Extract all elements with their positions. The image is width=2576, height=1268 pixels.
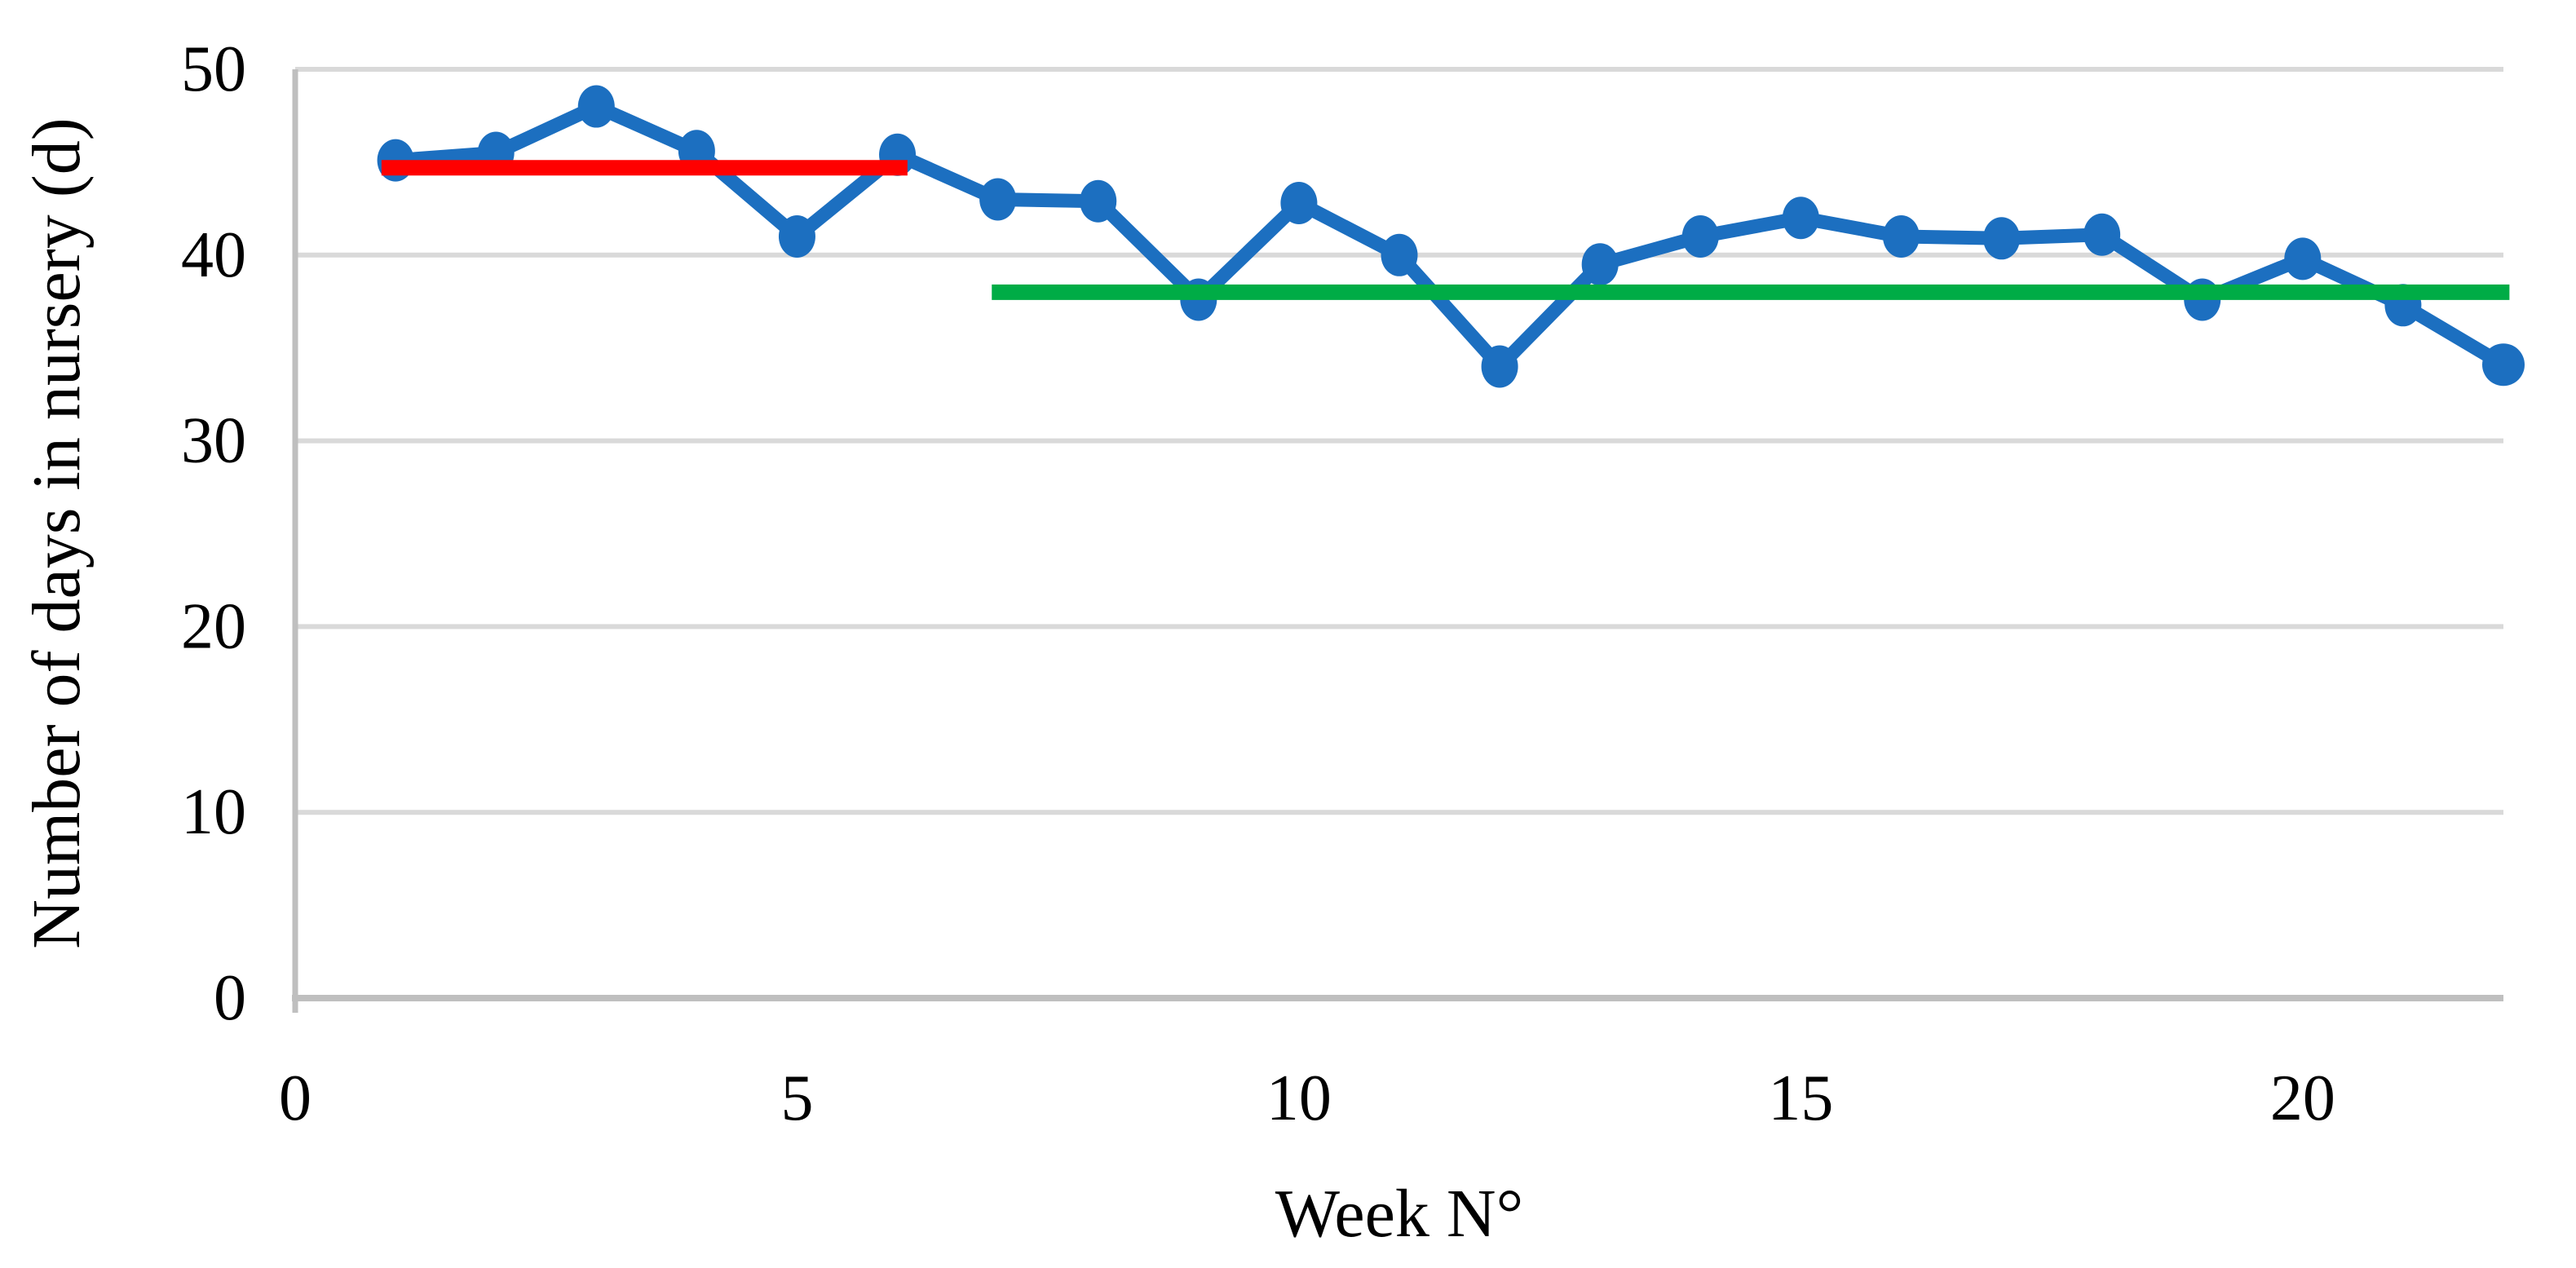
reference-layer — [381, 160, 2510, 300]
x-tick-label-15: 15 — [1768, 1063, 1833, 1134]
data-point-marker-week-10 — [1280, 182, 1318, 225]
x-tick-label-10: 10 — [1266, 1063, 1332, 1134]
series-layer — [377, 85, 2525, 388]
label-layer: 0 10 20 30 40 50 0 5 10 15 20 — [181, 33, 2335, 1134]
y-tick-label-40: 40 — [181, 219, 246, 291]
y-tick-label-20: 20 — [181, 590, 246, 662]
x-axis-title: Week N° — [1275, 1176, 1523, 1252]
grid-layer — [292, 67, 2503, 1013]
y-tick-label-10: 10 — [181, 776, 246, 848]
x-tick-label-5: 5 — [780, 1063, 813, 1134]
y-axis-title: Number of days in nursery (d) — [19, 117, 95, 948]
data-point-marker-week-8 — [1080, 179, 1117, 223]
data-point-marker-week-14 — [1681, 215, 1719, 258]
data-point-marker-week-12 — [1481, 345, 1518, 388]
data-point-marker-week-16 — [1882, 215, 1920, 258]
y-tick-label-30: 30 — [181, 405, 246, 477]
data-point-marker-week-5 — [778, 215, 815, 258]
x-tick-label-20: 20 — [2270, 1063, 2335, 1134]
y-tick-label-0: 0 — [214, 962, 246, 1034]
data-point-marker-week-15 — [1782, 197, 1819, 240]
data-point-marker-week-13 — [1581, 243, 1619, 286]
data-point-marker-week-11 — [1381, 233, 1418, 276]
x-tick-label-0: 0 — [279, 1063, 312, 1134]
data-point-marker-week-22 — [2482, 343, 2525, 387]
data-point-marker-week-3 — [577, 85, 615, 128]
data-point-marker-week-17 — [1983, 217, 2021, 260]
y-tick-label-50: 50 — [181, 33, 246, 105]
data-point-marker-week-18 — [2083, 213, 2121, 256]
data-point-marker-week-7 — [979, 178, 1017, 221]
series-line — [388, 99, 2511, 373]
data-point-marker-week-20 — [2284, 237, 2322, 281]
